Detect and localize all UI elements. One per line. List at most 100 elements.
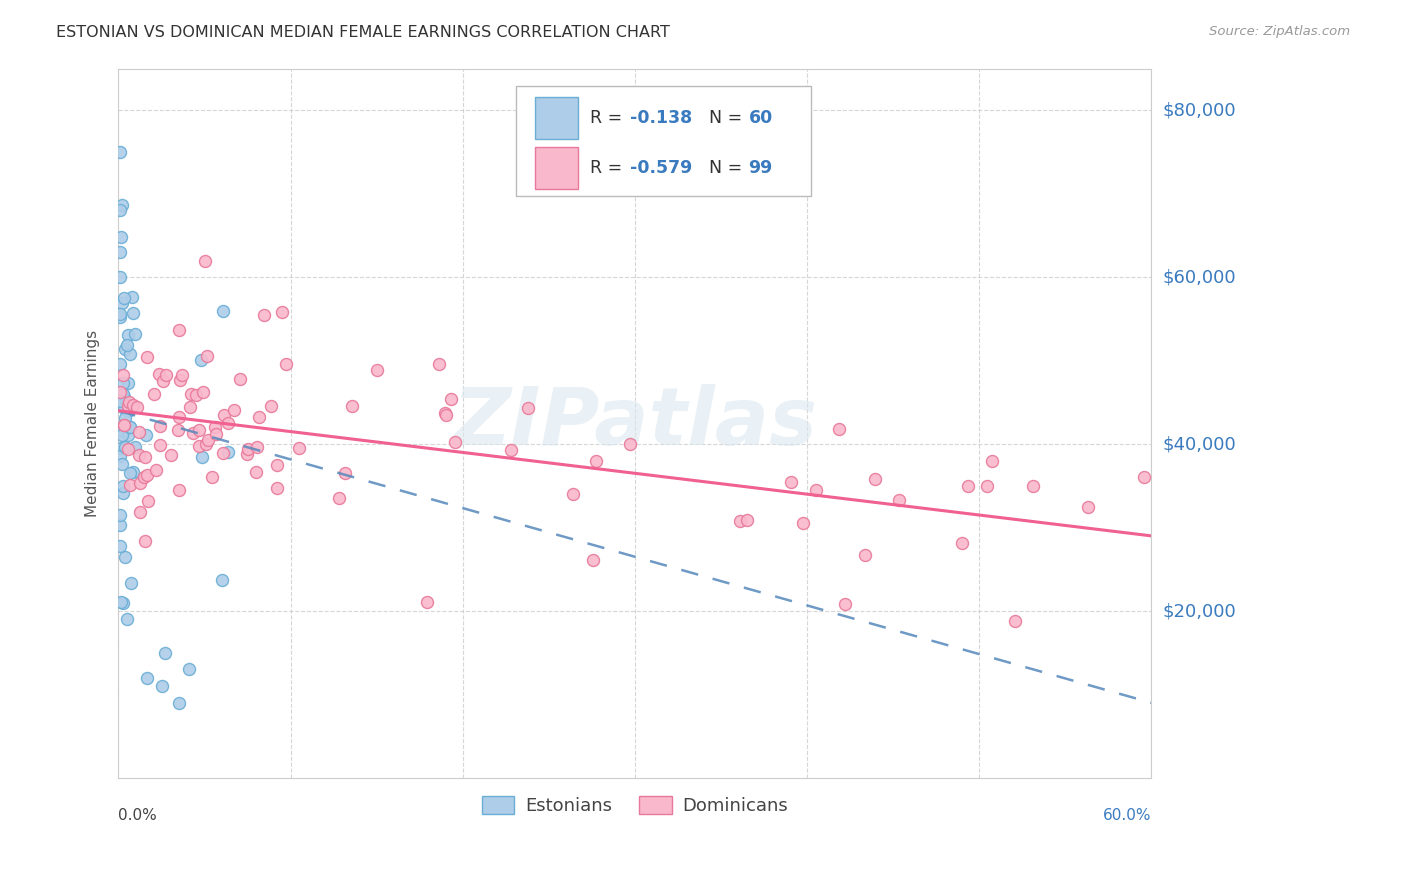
Point	[792, 516, 814, 530]
Point	[111, 479, 134, 493]
Point	[118, 395, 141, 409]
Point	[136, 494, 159, 508]
Point	[1022, 479, 1045, 493]
Point	[150, 679, 173, 693]
Point	[271, 304, 294, 318]
Point	[110, 230, 132, 244]
Point	[135, 428, 157, 442]
Point	[730, 514, 752, 528]
Point	[108, 203, 131, 218]
Point	[247, 409, 270, 424]
Point	[112, 401, 135, 416]
Text: Source: ZipAtlas.com: Source: ZipAtlas.com	[1209, 25, 1350, 38]
Point	[366, 363, 388, 377]
Point	[195, 350, 218, 364]
Point	[160, 448, 183, 462]
Point	[780, 475, 803, 489]
Point	[582, 553, 605, 567]
Point	[253, 309, 276, 323]
Point	[440, 392, 463, 406]
Point	[114, 441, 136, 455]
Point	[1004, 614, 1026, 628]
Point	[187, 439, 209, 453]
Point	[517, 401, 540, 415]
Point	[124, 440, 146, 454]
Point	[110, 441, 132, 455]
Point	[110, 424, 132, 438]
Point	[120, 575, 142, 590]
Point	[444, 434, 467, 449]
Point	[118, 347, 141, 361]
Point	[121, 465, 143, 479]
Point	[1133, 470, 1156, 484]
Point	[117, 327, 139, 342]
Text: $80,000: $80,000	[1163, 102, 1236, 120]
Point	[111, 296, 134, 310]
Point	[111, 486, 134, 500]
Point	[135, 671, 157, 685]
Point	[201, 470, 224, 484]
Point	[115, 337, 138, 351]
Point	[118, 420, 141, 434]
Point	[167, 696, 190, 710]
Point	[212, 408, 235, 422]
Point	[266, 458, 288, 472]
Point	[167, 423, 190, 437]
Point	[117, 399, 139, 413]
Point	[128, 505, 150, 519]
Point	[981, 454, 1004, 468]
Point	[110, 595, 132, 609]
Point	[134, 450, 156, 465]
Point	[149, 438, 172, 452]
Point	[108, 270, 131, 285]
Point	[110, 357, 132, 371]
Point	[108, 145, 131, 159]
Point	[117, 428, 139, 442]
Point	[135, 350, 157, 364]
Point	[169, 374, 191, 388]
Point	[108, 449, 131, 463]
Point	[806, 483, 828, 497]
Point	[328, 491, 350, 506]
Text: N =: N =	[709, 109, 748, 128]
Point	[834, 597, 856, 611]
Point	[111, 387, 134, 401]
Point	[191, 450, 214, 465]
Point	[108, 385, 131, 400]
Point	[204, 420, 226, 434]
Point	[114, 410, 136, 425]
Point	[190, 353, 212, 368]
Point	[108, 394, 131, 409]
Point	[427, 357, 450, 371]
Point	[170, 368, 193, 382]
Point	[976, 479, 998, 493]
Point	[340, 399, 363, 413]
Point	[148, 367, 170, 381]
Point	[117, 404, 139, 418]
Point	[143, 387, 166, 401]
Point	[167, 409, 190, 424]
Legend: Estonians, Dominicans: Estonians, Dominicans	[474, 789, 796, 822]
Point	[585, 454, 607, 468]
Point	[110, 421, 132, 435]
Point	[433, 405, 456, 419]
Point	[167, 483, 190, 497]
Point	[108, 539, 131, 553]
Point	[120, 467, 142, 481]
Point	[115, 612, 138, 626]
Point	[181, 426, 204, 441]
Point	[260, 399, 283, 413]
Point	[134, 469, 156, 483]
Point	[108, 245, 131, 260]
Text: R =: R =	[591, 109, 628, 128]
Point	[112, 417, 135, 432]
Point	[180, 387, 202, 401]
Point	[155, 646, 177, 660]
Point	[152, 375, 174, 389]
Point	[194, 253, 217, 268]
Text: $60,000: $60,000	[1163, 268, 1236, 286]
Point	[889, 493, 911, 508]
Point	[111, 198, 134, 212]
Point	[853, 548, 876, 562]
FancyBboxPatch shape	[534, 97, 578, 139]
